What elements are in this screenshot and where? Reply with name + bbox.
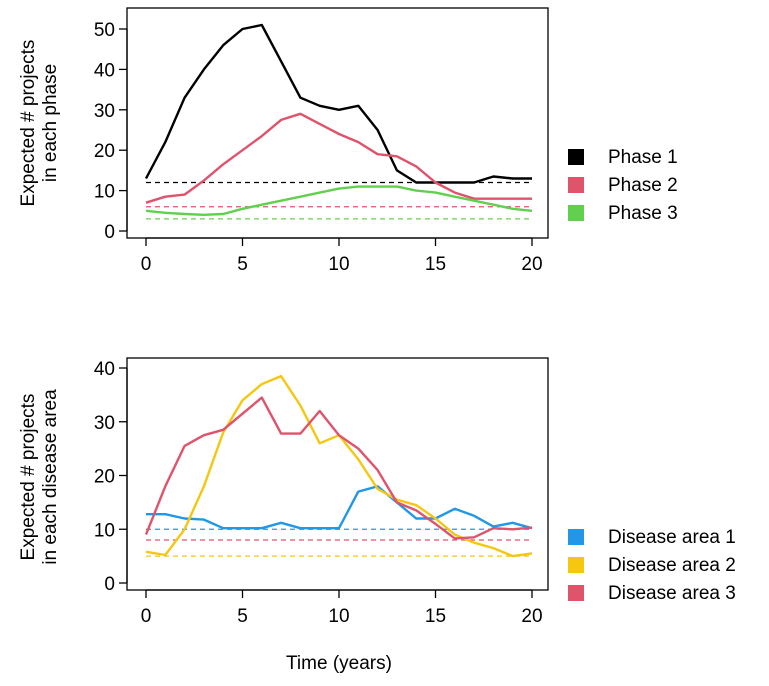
y-tick-label: 20 xyxy=(94,141,115,162)
legend-swatch xyxy=(568,585,584,601)
legend-label: Disease area 2 xyxy=(608,555,736,576)
legend-swatch xyxy=(568,205,584,221)
y-axis: 0 10 20 30 40 xyxy=(94,359,128,595)
y-tick-label: 40 xyxy=(94,60,115,81)
y-tick-label: 0 xyxy=(104,574,115,595)
legend-item: Disease area 2 xyxy=(568,555,736,576)
legend-item: Phase 3 xyxy=(568,203,678,224)
y-tick-label: 30 xyxy=(94,413,115,434)
phase-chart-panel: 0 5 10 15 20 0 10 20 30 40 50 Expected # projects… xyxy=(18,7,678,275)
x-tick-label: 5 xyxy=(237,254,248,275)
legend-label: Phase 2 xyxy=(608,175,678,196)
x-tick-label: 15 xyxy=(425,254,446,275)
x-tick-label: 20 xyxy=(521,254,542,275)
legend-label: Phase 3 xyxy=(608,203,678,224)
series-line-phase-2 xyxy=(145,112,532,204)
legend-label: Disease area 1 xyxy=(608,527,736,548)
y-tick-label: 50 xyxy=(94,20,115,41)
legend-swatch xyxy=(568,557,584,573)
y-axis-label-line-1: Expected # projects xyxy=(18,40,39,207)
series-line-disease-area-1 xyxy=(146,485,533,530)
x-axis: 0 5 10 15 20 xyxy=(141,589,543,627)
legend-label: Phase 1 xyxy=(608,147,678,168)
plot-frame xyxy=(126,357,549,591)
series-line-phase-3 xyxy=(145,185,533,217)
y-tick-label: 40 xyxy=(94,359,115,380)
y-tick-label: 0 xyxy=(104,222,115,243)
legend-item: Disease area 1 xyxy=(568,527,736,548)
legend-swatch xyxy=(568,177,584,193)
reference-lines xyxy=(146,181,532,220)
series-lines xyxy=(144,23,533,217)
legend: Disease area 1 Disease area 2 Disease area… xyxy=(568,527,736,604)
x-tick-label: 5 xyxy=(237,606,248,627)
x-tick-label: 20 xyxy=(521,606,542,627)
y-axis-label-line-2: in each phase xyxy=(40,64,61,182)
y-tick-label: 10 xyxy=(94,520,115,541)
y-tick-label: 20 xyxy=(94,467,115,488)
y-axis-label-line-1: Expected # projects xyxy=(18,394,39,561)
x-tick-label: 0 xyxy=(141,254,152,275)
series-line-disease-area-3 xyxy=(144,396,533,540)
x-tick-label: 15 xyxy=(425,606,446,627)
y-tick-label: 30 xyxy=(94,101,115,122)
x-axis-label: Time (years) xyxy=(286,653,392,674)
legend-swatch xyxy=(568,529,584,545)
legend-item: Phase 2 xyxy=(568,175,678,196)
legend-item: Phase 1 xyxy=(568,147,678,168)
y-axis-label-line-2: in each disease area xyxy=(40,389,61,565)
disease-area-chart-panel: 0 5 10 15 20 0 10 20 30 40 Expected # projects i… xyxy=(18,357,736,674)
series-lines xyxy=(144,374,533,558)
y-axis: 0 10 20 30 40 50 xyxy=(94,20,128,243)
x-tick-label: 0 xyxy=(141,606,152,627)
legend-swatch xyxy=(568,149,584,165)
series-line-phase-1 xyxy=(144,23,532,184)
legend-item: Disease area 3 xyxy=(568,583,736,604)
legend-label: Disease area 3 xyxy=(608,583,736,604)
x-tick-label: 10 xyxy=(328,606,349,627)
x-tick-label: 10 xyxy=(328,254,349,275)
legend: Phase 1 Phase 2 Phase 3 xyxy=(568,147,678,224)
x-axis: 0 5 10 15 20 xyxy=(141,237,543,275)
y-tick-label: 10 xyxy=(94,182,115,203)
